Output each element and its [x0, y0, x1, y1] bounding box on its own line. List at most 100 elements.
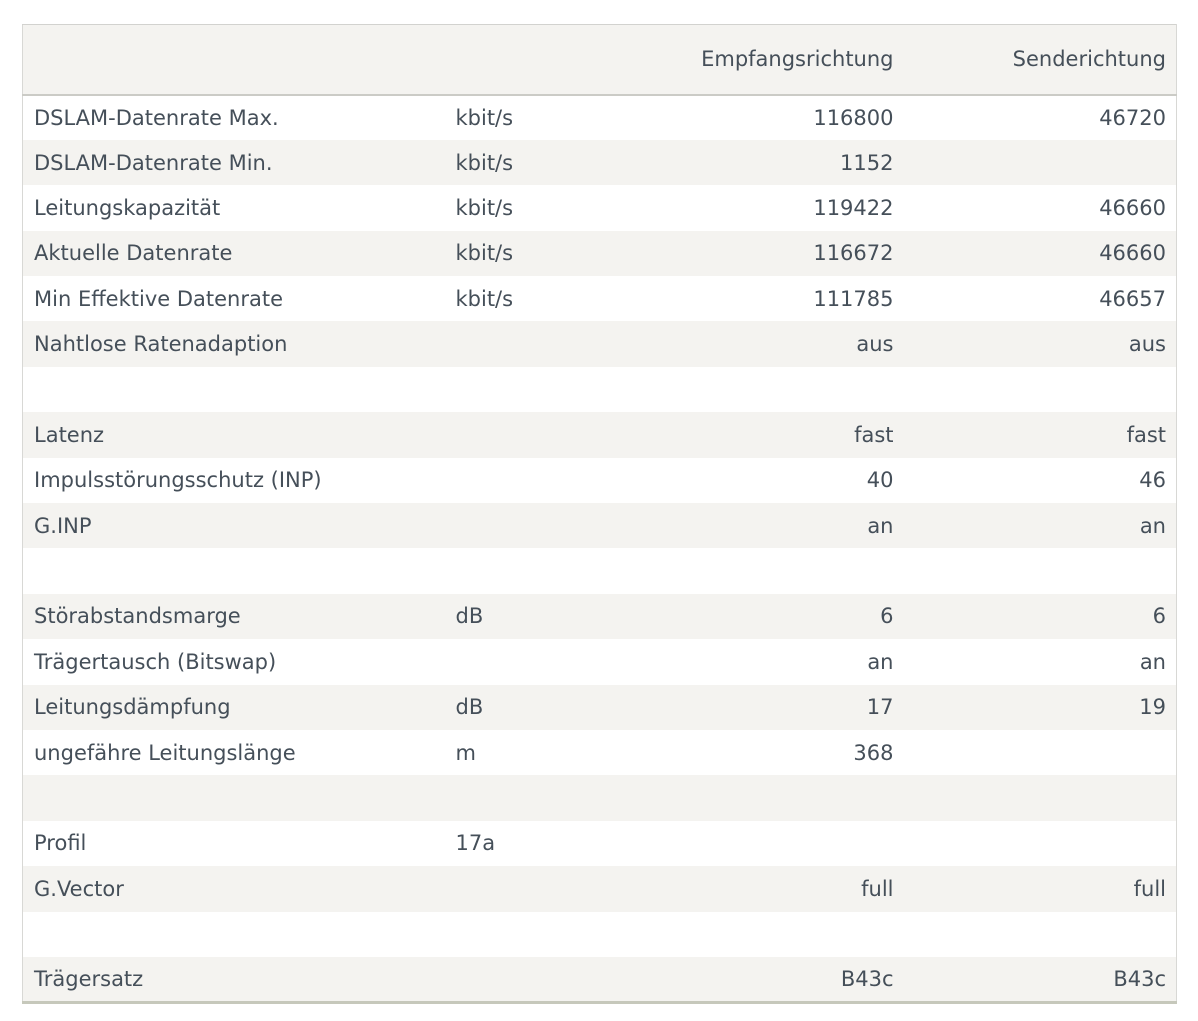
table-row-aktuelle-datenrate: Aktuelle Datenrate kbit/s 116672 46660: [22, 230, 1177, 277]
row-unit: m: [455, 740, 476, 765]
column-header-senderichtung: Senderichtung: [903, 24, 1177, 96]
row-label: DSLAM-Datenrate Max.: [34, 105, 279, 130]
row-value-tx: fast: [1126, 422, 1166, 447]
row-label: G.Vector: [34, 876, 124, 901]
row-unit: [445, 367, 561, 412]
table-row-leitungskapazitaet: Leitungskapazität kbit/s 119422 46660: [22, 185, 1177, 231]
row-value-tx: B43c: [1113, 966, 1166, 991]
row-value-tx: 46660: [1099, 241, 1166, 266]
row-value-tx: an: [1139, 649, 1166, 674]
row-unit: [445, 503, 561, 548]
table-row-stoerabstandsmarge: Störabstandsmarge dB 6 6: [22, 593, 1177, 640]
row-value-rx: [561, 548, 904, 593]
row-label: Trägertausch (Bitswap): [34, 649, 277, 674]
row-unit: kbit/s: [455, 105, 514, 130]
row-unit: kbit/s: [455, 286, 514, 311]
table-row-traegertausch-bitswap: Trägertausch (Bitswap) an an: [22, 639, 1177, 685]
row-value-rx: [561, 367, 904, 412]
row-unit: dB: [455, 695, 484, 720]
row-label: Leitungsdämpfung: [34, 695, 231, 720]
table-row-min-effektive-datenrate: Min Effektive Datenrate kbit/s 111785 46…: [22, 276, 1177, 322]
row-value-rx: full: [861, 876, 894, 901]
row-unit: [445, 458, 561, 503]
row-unit: [445, 412, 561, 457]
table-row-nahtlose-ratenadaption: Nahtlose Ratenadaption aus aus: [22, 321, 1177, 367]
table-row-traegersatz: Trägersatz B43c B43c: [22, 956, 1177, 1003]
row-unit: [445, 775, 561, 820]
row-unit: [445, 548, 561, 593]
row-value-tx: 46720: [1099, 105, 1166, 130]
table-row-profil: Profil 17a: [22, 820, 1177, 867]
row-value-rx: 6: [880, 604, 894, 629]
row-value-tx: an: [1139, 513, 1166, 538]
table-row-gvector: G.Vector full full: [22, 866, 1177, 912]
row-value-rx: 119422: [813, 195, 894, 220]
row-label: Impulsstörungsschutz (INP): [34, 468, 322, 493]
row-value-rx: 1152: [840, 150, 894, 175]
row-value-tx: [904, 548, 1177, 593]
spacer-row: [22, 548, 1177, 594]
row-label: Aktuelle Datenrate: [34, 241, 233, 266]
dsl-info-table: Empfangsrichtung Senderichtung DSLAM-Dat…: [22, 24, 1177, 1004]
table-row-latenz: Latenz fast fast: [22, 412, 1177, 458]
row-value-tx: [904, 821, 1177, 866]
table-row-ginp: G.INP an an: [22, 503, 1177, 549]
row-value-tx: [904, 730, 1177, 775]
row-unit: [445, 639, 561, 684]
header-label-column: [22, 24, 445, 96]
row-label: Nahtlose Ratenadaption: [34, 332, 288, 357]
row-unit: [445, 866, 561, 911]
row-unit: kbit/s: [455, 195, 514, 220]
row-value-rx: aus: [856, 332, 894, 357]
row-value-rx: B43c: [840, 966, 894, 991]
row-value-rx: 116800: [813, 105, 894, 130]
row-value-tx: [904, 140, 1177, 185]
row-value-tx: 46657: [1099, 286, 1166, 311]
row-label: Min Effektive Datenrate: [34, 286, 284, 311]
row-unit: [445, 321, 561, 366]
column-header-empfangsrichtung: Empfangsrichtung: [560, 24, 904, 96]
row-label: Latenz: [34, 422, 105, 447]
row-value-rx: fast: [854, 422, 894, 447]
row-value-rx: an: [867, 513, 894, 538]
table-row-dslam-datenrate-min: DSLAM-Datenrate Min. kbit/s 1152: [22, 139, 1177, 186]
header-unit-column: [444, 24, 561, 96]
row-value-rx: [561, 775, 904, 820]
row-value-tx: 19: [1139, 695, 1166, 720]
row-unit: [445, 912, 561, 957]
table-header-row: Empfangsrichtung Senderichtung: [22, 24, 1177, 96]
spacer-row: [22, 366, 1177, 413]
row-label: [23, 367, 445, 412]
row-label: [23, 775, 445, 820]
spacer-row: [22, 775, 1177, 821]
row-value-tx: 6: [1152, 604, 1166, 629]
row-label: [23, 548, 445, 593]
row-value-tx: [904, 912, 1177, 957]
row-value-rx: [561, 912, 904, 957]
row-value-tx: full: [1133, 876, 1166, 901]
row-value-rx: [561, 821, 904, 866]
row-label: Leitungskapazität: [34, 195, 221, 220]
table-row-ungefaehre-leitungslaenge: ungefähre Leitungslänge m 368: [22, 729, 1177, 776]
row-value-rx: an: [867, 649, 894, 674]
row-value-tx: [904, 367, 1177, 412]
table-row-impulsstoerungsschutz: Impulsstörungsschutz (INP) 40 46: [22, 457, 1177, 504]
spacer-row: [22, 911, 1177, 957]
row-label: DSLAM-Datenrate Min.: [34, 150, 273, 175]
row-unit: kbit/s: [455, 150, 514, 175]
row-value-tx: [904, 775, 1177, 820]
row-label: ungefähre Leitungslänge: [34, 740, 296, 765]
row-value-rx: 116672: [813, 241, 894, 266]
row-value-tx: 46660: [1099, 195, 1166, 220]
row-unit: dB: [455, 604, 484, 629]
row-unit: kbit/s: [455, 241, 514, 266]
row-unit: 17a: [455, 831, 496, 856]
row-label: Störabstandsmarge: [34, 604, 241, 629]
row-value-rx: 40: [866, 468, 894, 493]
row-label: [23, 912, 445, 957]
row-label: Profil: [34, 831, 87, 856]
row-value-rx: 17: [866, 695, 894, 720]
row-unit: [445, 957, 561, 1002]
row-value-rx: 111785: [813, 286, 894, 311]
